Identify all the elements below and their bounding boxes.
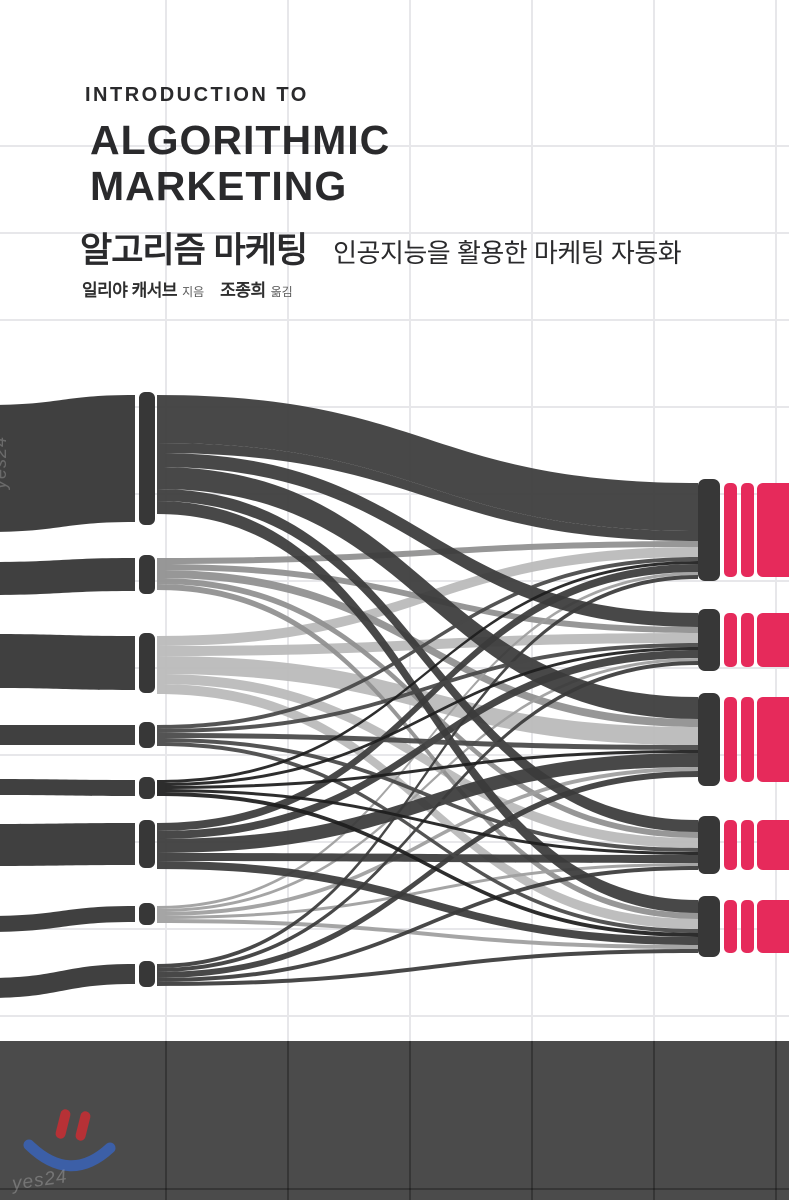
flow-L6-R1 — [157, 564, 698, 831]
flow-L7-R3 — [157, 767, 698, 916]
inlet-band-L7 — [0, 906, 135, 932]
author-line: 일리야 캐서브 지음 조종희 옮김 — [82, 276, 293, 301]
flow-L5-R1 — [157, 561, 698, 783]
flow-L4-R3 — [157, 733, 698, 750]
pink-block-R2 — [757, 613, 789, 667]
left-node-L3 — [139, 633, 155, 693]
right-collector-R3 — [698, 693, 720, 786]
flow-L6-R2 — [157, 650, 698, 839]
korean-subtitle: 인공지능을 활용한 마케팅 자동화 — [333, 238, 682, 268]
flow-L8-R4 — [157, 866, 698, 982]
flow-L1-R3 — [157, 467, 698, 719]
right-collector-R4 — [698, 816, 720, 874]
flow-L1-R5 — [157, 501, 698, 913]
flow-L7-R4 — [157, 863, 698, 919]
right-collector-R5 — [698, 896, 720, 957]
flow-L5-R5 — [157, 792, 698, 937]
left-node-L6 — [139, 820, 155, 868]
pink-bar2-R2 — [741, 613, 754, 667]
flow-L6-R4 — [157, 853, 698, 863]
pink-bar2-R1 — [741, 483, 754, 577]
inlet-band-L6 — [0, 823, 135, 866]
flow-L4-R4 — [157, 738, 698, 852]
pink-bar2-R5 — [741, 900, 754, 953]
flow-L8-R3 — [157, 771, 698, 978]
flow-L8-R2 — [157, 661, 698, 972]
pink-bar2-R4 — [741, 820, 754, 870]
left-node-L7 — [139, 903, 155, 925]
title-english-line2: MARKETING — [90, 163, 348, 209]
inlet-band-L3 — [0, 634, 135, 690]
title-block: INTRODUCTION TO ALGORITHMIC MARKETING — [84, 84, 390, 209]
pink-bar2-R3 — [741, 697, 754, 782]
inlet-band-L5 — [0, 779, 135, 796]
inlet-band-L8 — [0, 964, 135, 998]
inlet-band-L4 — [0, 725, 135, 746]
flow-L6-R3 — [157, 753, 698, 853]
pink-bar1-R4 — [724, 820, 737, 870]
inlet-band-L1 — [0, 395, 135, 532]
pink-bar1-R2 — [724, 613, 737, 667]
flow-L7-R2 — [157, 658, 698, 912]
smiley-eye-right — [75, 1111, 91, 1141]
author-role: 지음 — [182, 285, 205, 299]
flow-L8-R5 — [157, 949, 698, 986]
flow-L2-R3 — [157, 570, 698, 727]
flow-L5-R4 — [157, 789, 698, 855]
pink-block-R4 — [757, 820, 789, 870]
left-node-L4 — [139, 722, 155, 748]
flow-L7-R5 — [157, 919, 698, 949]
footer-band: yes24 — [0, 1041, 789, 1200]
pink-block-R3 — [757, 697, 789, 782]
korean-title-line: 알고리즘 마케팅 인공지능을 활용한 마케팅 자동화 — [80, 222, 682, 273]
translator-name: 조종희 — [220, 281, 266, 300]
flow-L2-R5 — [157, 584, 698, 919]
watermark-left: yes24 — [0, 435, 11, 490]
flow-L3-R4 — [157, 674, 698, 848]
translator-role: 옮김 — [270, 285, 293, 299]
flow-L4-R5 — [157, 742, 698, 933]
right-collector-R2 — [698, 609, 720, 671]
left-node-L8 — [139, 961, 155, 987]
pink-bar1-R1 — [724, 483, 737, 577]
flow-L6-R5 — [157, 861, 698, 945]
flow-L8-R1 — [157, 575, 698, 968]
author-name: 일리야 캐서브 — [82, 281, 178, 300]
publisher-smiley-logo — [23, 1109, 116, 1172]
smiley-eye-left — [55, 1109, 71, 1139]
title-eyebrow: INTRODUCTION TO — [85, 84, 309, 106]
left-node-L2 — [139, 555, 155, 594]
pink-block-R1 — [757, 483, 789, 577]
flow-L1-R2 — [157, 453, 698, 627]
flow-L1-R1 — [157, 443, 698, 541]
flow-L4-R1 — [157, 557, 698, 729]
pink-bar1-R5 — [724, 900, 737, 953]
title-english-line1: ALGORITHMIC — [90, 117, 391, 163]
flow-L1-R4 — [157, 489, 698, 832]
right-collector-R1 — [698, 479, 720, 581]
pink-bar1-R3 — [724, 697, 737, 782]
flow-L5-R3 — [157, 750, 698, 789]
pink-block-R5 — [757, 900, 789, 953]
smiley-mouth — [23, 1139, 116, 1172]
left-node-L5 — [139, 777, 155, 799]
korean-title: 알고리즘 마케팅 — [80, 231, 308, 270]
flow-L1-R1 — [157, 395, 698, 531]
flow-L2-R1 — [157, 541, 698, 564]
inlet-band-L2 — [0, 558, 135, 595]
flow-L5-R2 — [157, 647, 698, 786]
flow-L4-R2 — [157, 643, 698, 733]
footer-grid — [0, 1041, 789, 1200]
left-node-L1 — [139, 392, 155, 525]
